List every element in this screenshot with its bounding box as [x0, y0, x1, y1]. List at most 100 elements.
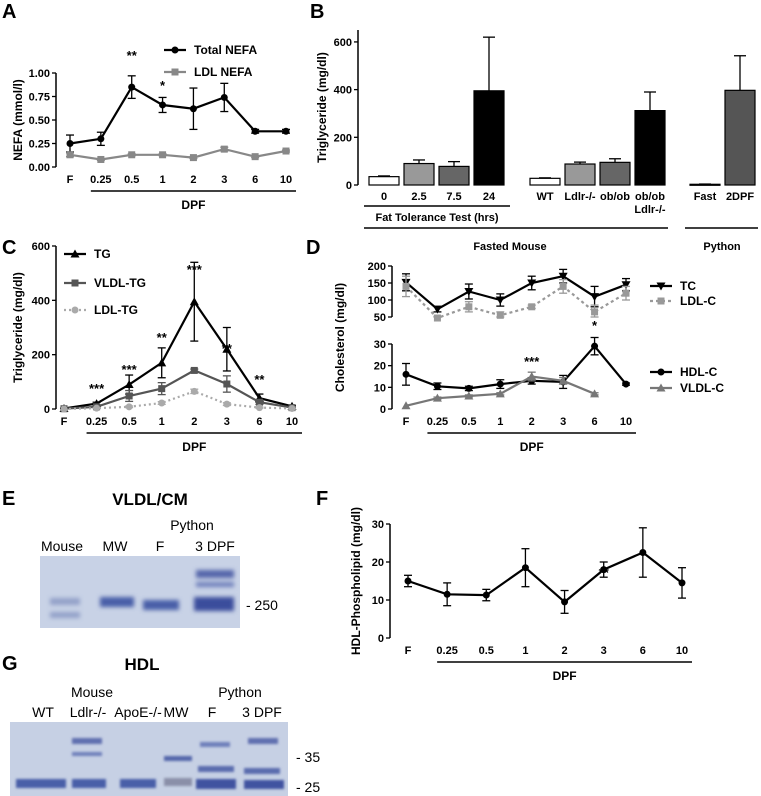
panel-f-label: F — [316, 488, 328, 510]
data-point — [159, 101, 167, 109]
data-point — [621, 281, 631, 290]
data-point — [559, 282, 567, 290]
data-point — [402, 370, 410, 378]
data-point — [527, 372, 537, 380]
panel-b: B 0 200 400 600 Triglyceride (mg/dl) 0 2.5 7.5 2… — [310, 1, 758, 253]
data-point — [66, 140, 74, 147]
gel-g-marker-25: - 25 — [296, 779, 320, 795]
bar-ob-ob — [599, 161, 631, 186]
panel-a-plot: 0.00 0.25 0.50 0.75 1.00 F 0.25 0.5 1 2 3 6 10 DPF NEF… — [11, 43, 296, 212]
x-tick-label: 2 — [562, 645, 568, 657]
y-tick-label-lower: 30 — [374, 339, 386, 351]
panel-g-label: G — [2, 653, 18, 675]
gel-g-lane-apoe: ApoE-/- — [114, 704, 162, 720]
data-point — [189, 297, 199, 306]
data-point — [128, 83, 136, 91]
data-point — [590, 389, 600, 398]
legend-swatch-marker — [656, 383, 666, 392]
bar-ldlr- — [564, 163, 596, 186]
bar-2-5 — [403, 162, 435, 186]
legend-label: LDL NEFA — [194, 65, 253, 79]
panel-e-label: E — [2, 488, 15, 510]
x-tick-label: ob/ob — [635, 191, 665, 203]
data-point — [465, 303, 473, 311]
group-label-fasted-mouse: Fasted Mouse — [473, 241, 546, 253]
legend-swatch-marker — [656, 282, 666, 291]
gel-g-title: HDL — [125, 655, 160, 674]
legend-swatch-marker — [70, 249, 80, 258]
x-tick-label: 0.25 — [436, 645, 457, 657]
data-point — [125, 403, 133, 411]
x-tick-label: 2.5 — [411, 191, 426, 203]
x-tick-label: 3 — [601, 645, 607, 657]
group-label-python: Python — [703, 241, 741, 253]
data-point — [222, 344, 232, 353]
significance-marker: * — [160, 78, 166, 93]
data-point — [282, 147, 290, 155]
data-point — [464, 391, 474, 400]
y-tick-label: 600 — [334, 37, 352, 49]
legend-label: TG — [94, 247, 111, 261]
x-tick-label: 6 — [252, 174, 258, 186]
data-point — [190, 366, 198, 374]
significance-marker: ** — [254, 372, 265, 387]
data-point — [600, 566, 608, 574]
gel-g-bands — [16, 738, 284, 789]
x-tick-label: 0.5 — [461, 416, 476, 428]
y-tick-label: 400 — [334, 85, 352, 97]
x-tick-label: 1 — [159, 416, 165, 428]
x-tick-label: 6 — [256, 416, 262, 428]
gel-e-marker-250: - 250 — [246, 597, 278, 613]
x-tick-label: F — [67, 174, 74, 186]
data-point — [97, 155, 105, 163]
data-point — [251, 127, 259, 135]
legend-swatch-marker — [71, 279, 79, 287]
x-tick-label: 1 — [160, 174, 166, 186]
data-point — [558, 272, 568, 281]
legend-swatch-marker — [171, 68, 179, 76]
data-point — [622, 380, 630, 388]
x-tick-label: 0 — [381, 191, 387, 203]
data-point — [591, 342, 599, 350]
series-line-ldl-c — [405, 285, 627, 320]
x-tick-label: WT — [536, 191, 553, 203]
data-point — [496, 311, 504, 319]
series-line-ldl nefa — [69, 147, 287, 161]
y-tick-label: 10 — [372, 595, 384, 607]
series-line-tg — [63, 299, 293, 410]
y-tick-label-lower: 0 — [380, 404, 386, 416]
data-point — [432, 305, 442, 314]
data-point — [591, 308, 599, 316]
x-tick-label: ob/ob — [600, 191, 630, 203]
data-point — [93, 404, 101, 412]
panel-d: D 50 100 150 200 0 10 20 30 F 0.25 0.5 1 2 3 6 10 DPF Cho… — [306, 237, 724, 454]
data-point — [220, 145, 228, 153]
significance-marker: ** — [599, 565, 610, 580]
legend-swatch-marker — [657, 368, 665, 376]
bar-7-5 — [438, 165, 470, 186]
gel-g-lane-wt: WT — [32, 704, 54, 720]
x-tick-label: Fast — [694, 191, 717, 203]
x-tick-label: 10 — [676, 645, 688, 657]
y-axis-label: Triglyceride (mg/dl) — [315, 52, 329, 163]
bar-fast — [689, 183, 721, 186]
panel-f-plot: 0 10 20 30 F 0.25 0.5 1 2 3 6 10 DPF HDL-Phospholipid… — [349, 507, 692, 683]
panel-c-label: C — [2, 237, 16, 259]
panel-d-label: D — [306, 237, 320, 259]
data-point — [404, 577, 412, 585]
y-axis-label: HDL-Phospholipid (mg/dl) — [349, 507, 363, 655]
y-tick-label-upper: 150 — [368, 278, 386, 290]
data-point — [433, 314, 441, 322]
y-tick-label-lower: 20 — [374, 361, 386, 373]
gel-g-lane-ldlr: Ldlr-/- — [70, 704, 107, 720]
series-line-vldl-tg — [63, 369, 293, 410]
data-point — [521, 564, 529, 572]
y-tick-label: 20 — [372, 557, 384, 569]
data-point — [189, 105, 197, 113]
x-tick-label: 10 — [286, 416, 298, 428]
y-tick-label: 400 — [32, 295, 50, 307]
data-point — [465, 384, 473, 392]
gel-g-group-mouse: Mouse — [71, 684, 113, 700]
y-tick-label: 30 — [372, 519, 384, 531]
x-axis-label: DPF — [181, 198, 205, 212]
